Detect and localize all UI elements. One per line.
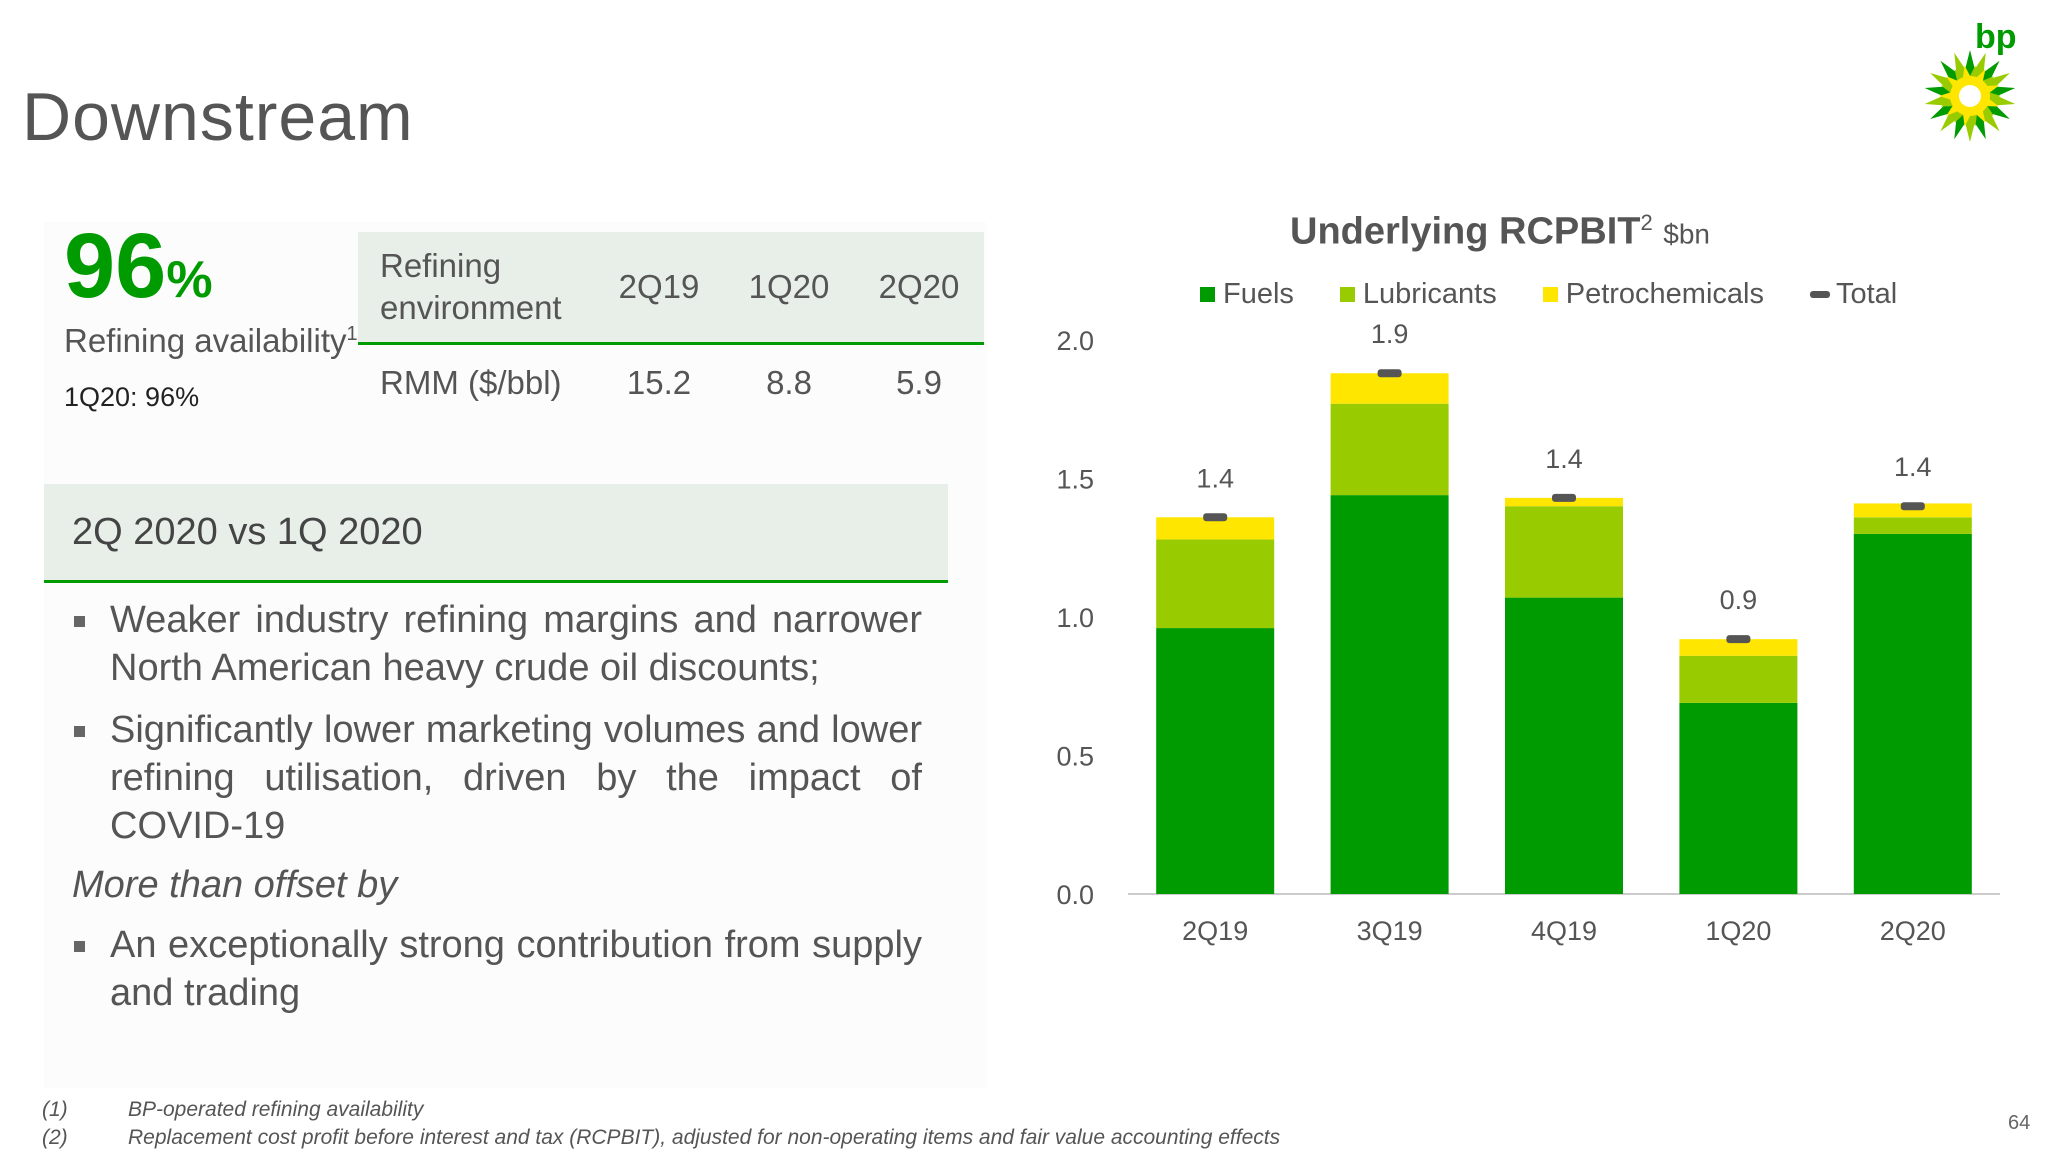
x-tick-label: 2Q19 bbox=[1182, 916, 1248, 946]
x-tick-label: 2Q20 bbox=[1880, 916, 1946, 946]
legend-label: Total bbox=[1835, 278, 1898, 310]
bp-helios-logo bbox=[1924, 50, 2016, 142]
footnote: (2) Replacement cost profit before intere… bbox=[42, 1124, 1280, 1152]
bar-segment-lubricants bbox=[1505, 506, 1623, 598]
footnotes: (1) BP-operated refining availability (2)… bbox=[42, 1096, 1280, 1152]
table-header-cell: Refining environment bbox=[380, 247, 562, 326]
section-heading: 2Q 2020 vs 1Q 2020 bbox=[44, 484, 948, 583]
y-tick-label: 1.0 bbox=[1056, 603, 1094, 633]
stat-unit: % bbox=[166, 251, 213, 309]
bullet-item: Significantly lower marketing volumes an… bbox=[72, 706, 922, 850]
table-row: RMM ($/bbl) 15.2 8.8 5.9 bbox=[358, 345, 984, 421]
legend-item-lubricants: Lubricants bbox=[1339, 278, 1497, 311]
footnote-text: BP-operated refining availability bbox=[128, 1098, 424, 1121]
total-data-label: 0.9 bbox=[1720, 585, 1758, 615]
chart-unit: $bn bbox=[1663, 218, 1710, 250]
chart-legend: Fuels Lubricants Petrochemicals Total bbox=[1200, 278, 1897, 311]
stat-number: 96 bbox=[64, 215, 167, 317]
refining-availability-prior: 1Q20: 96% bbox=[64, 382, 200, 412]
total-data-label: 1.4 bbox=[1545, 444, 1583, 474]
footnote-text: Replacement cost profit before interest … bbox=[128, 1126, 1281, 1149]
legend-label: Petrochemicals bbox=[1565, 278, 1764, 310]
table-header-cell: 1Q20 bbox=[748, 268, 830, 305]
table-cell: RMM ($/bbl) bbox=[380, 364, 562, 401]
stat-label-text: Refining availability bbox=[64, 322, 347, 359]
y-tick-label: 1.5 bbox=[1056, 465, 1094, 495]
refining-availability-label: Refining availability1 bbox=[64, 322, 358, 360]
bar-segment-petrochemicals bbox=[1330, 373, 1449, 404]
total-marker bbox=[1552, 493, 1576, 502]
legend-item-fuels: Fuels bbox=[1200, 278, 1294, 311]
y-tick-label: 0.5 bbox=[1056, 742, 1094, 772]
bar-segment-fuels bbox=[1505, 597, 1623, 894]
legend-item-petrochemicals: Petrochemicals bbox=[1542, 278, 1764, 311]
legend-label: Lubricants bbox=[1362, 278, 1497, 310]
y-tick-label: 0.0 bbox=[1056, 880, 1094, 910]
bar-segment-lubricants bbox=[1679, 655, 1798, 703]
legend-item-total: Total bbox=[1809, 278, 1898, 311]
table-cell: 15.2 bbox=[626, 364, 692, 401]
footnote: (1) BP-operated refining availability bbox=[42, 1096, 1280, 1124]
total-marker bbox=[1726, 635, 1751, 644]
x-tick-label: 3Q19 bbox=[1357, 916, 1423, 946]
table-cell: 8.8 bbox=[766, 364, 812, 401]
refining-environment-table: Refining environment 2Q19 1Q20 2Q20 RMM … bbox=[358, 232, 984, 421]
bp-logo-text: bp bbox=[1975, 18, 2017, 56]
bar-segment-fuels bbox=[1156, 628, 1275, 894]
total-data-label: 1.4 bbox=[1894, 452, 1932, 482]
bar-segment-fuels bbox=[1330, 495, 1449, 894]
footnote-number: (2) bbox=[42, 1126, 68, 1149]
total-data-label: 1.4 bbox=[1196, 463, 1234, 493]
bar-segment-petrochemicals bbox=[1679, 639, 1798, 656]
bullet-item: An exceptionally strong contribution fro… bbox=[72, 921, 922, 1017]
offset-line: More than offset by bbox=[72, 864, 398, 906]
x-tick-label: 4Q19 bbox=[1531, 916, 1597, 946]
rcpbit-stacked-bar-chart: 0.0 0.5 1.0 1.5 2.0 1.4 2Q19 1.9 3Q19 1.4 4Q19 0.9 1… bbox=[1056, 319, 2000, 946]
section-heading-text: 2Q 2020 vs 1Q 2020 bbox=[72, 510, 423, 553]
legend-swatch bbox=[1809, 291, 1830, 298]
page-title: Downstream bbox=[22, 79, 414, 155]
chart-title: Underlying RCPBIT2 $bn bbox=[1290, 210, 1710, 254]
chart-title-footnote-ref: 2 bbox=[1640, 210, 1653, 235]
page-number: 64 bbox=[2008, 1112, 2031, 1134]
bar-segment-lubricants bbox=[1330, 403, 1449, 496]
legend-label: Fuels bbox=[1223, 278, 1294, 310]
bar-segment-fuels bbox=[1853, 533, 1972, 894]
stat-label-footnote-ref: 1 bbox=[346, 323, 358, 345]
footnote-number: (1) bbox=[42, 1098, 68, 1121]
left-panel-background bbox=[44, 222, 986, 1088]
bullet-item: Weaker industry refining margins and nar… bbox=[72, 596, 922, 692]
x-tick-label: 1Q20 bbox=[1705, 916, 1771, 946]
total-data-label: 1.9 bbox=[1371, 319, 1409, 349]
bar-segment-petrochemicals bbox=[1505, 497, 1623, 507]
table-header-row: Refining environment 2Q19 1Q20 2Q20 bbox=[358, 232, 984, 345]
total-marker bbox=[1377, 369, 1402, 378]
chart-title-text: Underlying RCPBIT bbox=[1290, 210, 1641, 253]
legend-swatch bbox=[1339, 287, 1355, 302]
legend-swatch bbox=[1200, 287, 1215, 302]
refining-availability-value: 96% bbox=[64, 220, 213, 312]
total-marker bbox=[1203, 513, 1228, 522]
bar-segment-fuels bbox=[1679, 702, 1798, 894]
bar-segment-petrochemicals bbox=[1853, 503, 1972, 518]
table-header-cell: 2Q19 bbox=[618, 268, 700, 305]
bullet-list: Weaker industry refining margins and nar… bbox=[72, 596, 922, 1017]
table-header-cell: 2Q20 bbox=[878, 268, 960, 305]
total-marker bbox=[1900, 502, 1925, 511]
y-tick-label: 2.0 bbox=[1056, 326, 1094, 356]
bar-segment-lubricants bbox=[1853, 517, 1972, 534]
legend-swatch bbox=[1542, 287, 1558, 302]
bar-segment-lubricants bbox=[1156, 539, 1275, 629]
bar-segment-petrochemicals bbox=[1156, 517, 1275, 540]
table-cell: 5.9 bbox=[896, 364, 942, 401]
